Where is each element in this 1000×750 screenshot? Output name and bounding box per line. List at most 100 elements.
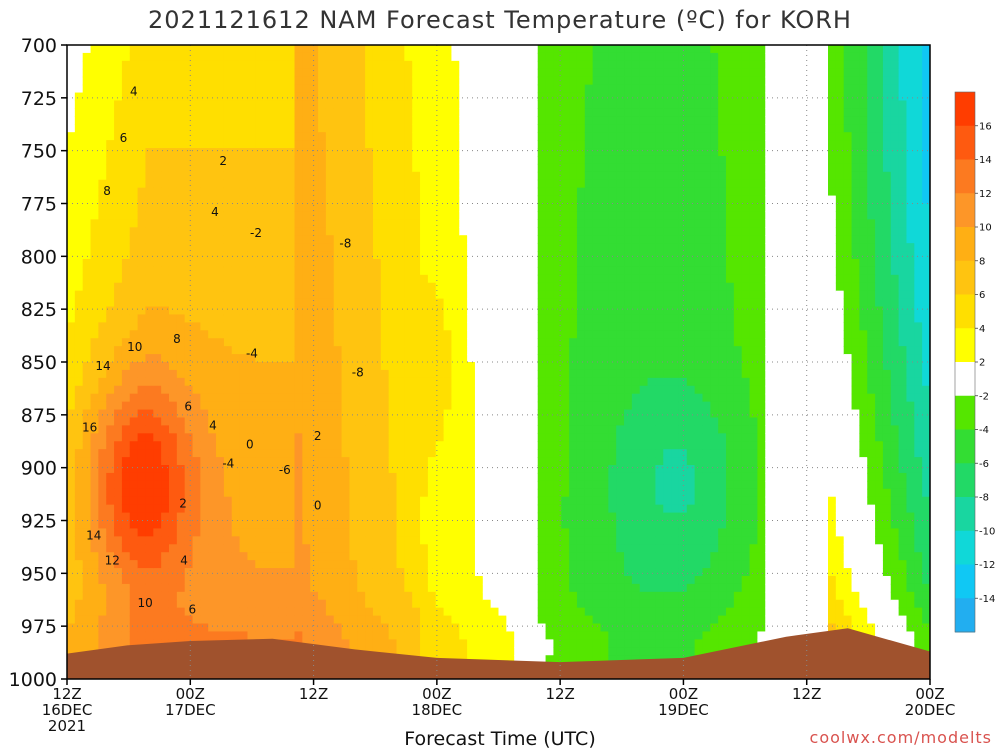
temperature-cell (522, 116, 531, 125)
temperature-cell (121, 362, 131, 371)
temperature-cell (270, 227, 280, 236)
temperature-cell (310, 155, 319, 165)
temperature-cell (247, 528, 256, 537)
temperature-cell (333, 465, 343, 474)
temperature-cell (482, 631, 492, 640)
temperature-cell (208, 330, 217, 339)
temperature-cell (482, 425, 492, 434)
temperature-cell (459, 132, 468, 141)
temperature-cell (176, 377, 186, 387)
temperature-cell (270, 92, 280, 102)
temperature-cell (318, 544, 327, 553)
temperature-cell (318, 100, 327, 109)
temperature-cell (137, 536, 147, 545)
temperature-cell (168, 599, 178, 609)
temperature-cell (482, 124, 492, 133)
temperature-cell (263, 266, 272, 276)
temperature-cell (176, 449, 186, 458)
temperature-cell (365, 52, 374, 62)
temperature-cell (388, 274, 398, 284)
temperature-cell (396, 520, 405, 530)
temperature-cell (474, 615, 484, 625)
temperature-cell (231, 385, 241, 395)
temperature-cell (451, 124, 460, 133)
temperature-cell (114, 520, 123, 530)
temperature-cell (333, 45, 343, 54)
temperature-cell (474, 472, 484, 482)
temperature-cell (404, 591, 413, 601)
temperature-cell (161, 346, 170, 355)
temperature-cell (498, 449, 507, 458)
temperature-cell (216, 369, 225, 379)
temperature-cell (231, 140, 241, 149)
temperature-cell (427, 140, 437, 149)
temperature-cell (247, 298, 256, 308)
temperature-cell (490, 369, 500, 379)
temperature-cell (435, 417, 445, 426)
temperature-cell (349, 92, 358, 102)
temperature-cell (82, 631, 92, 640)
temperature-cell (216, 568, 225, 577)
temperature-cell (255, 568, 264, 577)
temperature-cell (145, 140, 154, 149)
temperature-cell (278, 599, 288, 609)
temperature-cell (208, 45, 217, 54)
temperature-cell (349, 560, 358, 569)
temperature-cell (145, 124, 154, 133)
temperature-cell (349, 195, 358, 205)
temperature-cell (451, 528, 460, 537)
temperature-cell (388, 84, 398, 94)
temperature-cell (451, 417, 460, 426)
temperature-cell (522, 369, 531, 379)
temperature-cell (231, 251, 241, 260)
temperature-cell (200, 393, 209, 403)
temperature-cell (529, 552, 539, 561)
temperature-cell (98, 346, 107, 355)
temperature-cell (318, 639, 327, 648)
temperature-cell (90, 465, 99, 474)
temperature-cell (67, 512, 76, 522)
temperature-cell (435, 520, 445, 530)
temperature-cell (247, 68, 256, 78)
temperature-cell (247, 512, 256, 522)
temperature-cell (67, 433, 76, 442)
temperature-cell (231, 441, 241, 450)
temperature-cell (451, 330, 460, 339)
temperature-cell (396, 314, 405, 323)
temperature-cell (412, 575, 421, 585)
temperature-cell (286, 322, 296, 331)
temperature-cell (223, 330, 233, 339)
temperature-cell (216, 251, 225, 260)
temperature-cell (529, 425, 539, 434)
temperature-cell (176, 472, 186, 482)
temperature-cell (412, 322, 421, 331)
temperature-cell (341, 393, 351, 403)
temperature-cell (176, 227, 186, 236)
temperature-cell (208, 140, 217, 149)
temperature-cell (82, 187, 92, 197)
temperature-cell (114, 155, 123, 165)
temperature-cell (208, 362, 217, 371)
temperature-cell (98, 227, 107, 236)
temperature-cell (239, 266, 249, 276)
temperature-cell (286, 599, 296, 609)
temperature-cell (522, 520, 531, 530)
temperature-cell (263, 227, 272, 236)
temperature-cell (490, 155, 500, 165)
temperature-cell (318, 76, 327, 86)
temperature-cell (270, 290, 280, 300)
temperature-cell (474, 425, 484, 434)
temperature-cell (482, 583, 492, 593)
temperature-cell (490, 504, 500, 514)
temperature-cell (263, 258, 272, 268)
temperature-cell (498, 243, 507, 252)
temperature-cell (184, 179, 194, 189)
temperature-cell (129, 108, 139, 117)
temperature-cell (545, 465, 555, 474)
temperature-cell (98, 623, 107, 633)
temperature-cell (192, 60, 201, 70)
temperature-cell (278, 417, 288, 426)
temperature-cell (420, 211, 429, 220)
temperature-cell (137, 401, 147, 411)
temperature-cell (239, 433, 249, 442)
